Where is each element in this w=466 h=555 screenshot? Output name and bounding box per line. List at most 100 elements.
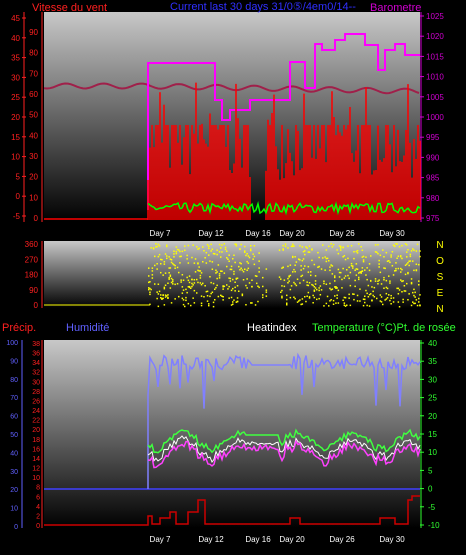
- dir-point: [379, 254, 382, 256]
- dir-point: [186, 258, 188, 260]
- dir-point: [294, 270, 296, 273]
- dir-point: [166, 245, 168, 248]
- gust-ytick: 70: [29, 69, 38, 78]
- dir-point: [289, 264, 292, 266]
- dir-point: [335, 287, 337, 289]
- dir-point: [361, 267, 364, 269]
- dir-point: [402, 301, 404, 303]
- baro-ytick: 1000: [426, 113, 444, 122]
- dir-point: [293, 281, 295, 284]
- dir-point: [307, 251, 310, 253]
- dir-point: [344, 305, 347, 307]
- temp-ytick: -5: [428, 503, 436, 512]
- dir-point: [406, 282, 408, 285]
- precip-ytick: 26: [32, 398, 40, 405]
- baro-ytick: 985: [426, 174, 440, 183]
- dir-point: [290, 285, 293, 287]
- dir-point: [385, 251, 388, 254]
- dir-point: [316, 288, 318, 291]
- dir-point: [380, 283, 383, 285]
- dir-point: [377, 283, 379, 285]
- dir-point: [364, 295, 366, 297]
- dir-point: [212, 252, 215, 255]
- wind-ytick: 35: [11, 54, 20, 63]
- day-label-top: Day 12: [198, 229, 224, 238]
- dir-point: [292, 243, 294, 246]
- dir-point: [148, 267, 150, 269]
- hum-ytick: 60: [10, 414, 18, 421]
- dir-point: [419, 304, 421, 307]
- day-label-bottom: Day 7: [150, 535, 171, 544]
- dir-point: [414, 291, 416, 294]
- dir-point: [227, 288, 229, 290]
- dir-point: [221, 270, 223, 272]
- dir-point: [217, 264, 220, 266]
- dir-point: [298, 258, 300, 260]
- dir-point: [340, 249, 342, 251]
- dir-point: [360, 271, 362, 273]
- dir-point: [395, 243, 397, 245]
- dir-point: [175, 252, 178, 255]
- dir-point: [282, 248, 284, 250]
- dir-point: [236, 277, 239, 279]
- dir-point: [176, 283, 179, 285]
- dir-point: [287, 247, 289, 249]
- dir-point: [193, 289, 196, 292]
- day-label-bottom: Day 16: [245, 535, 271, 544]
- dir-point: [353, 251, 355, 253]
- dir-point: [208, 254, 210, 256]
- dir-point: [418, 284, 420, 286]
- dir-point: [364, 301, 366, 304]
- dir-point: [200, 295, 203, 297]
- dir-point: [168, 256, 170, 258]
- dir-point: [152, 247, 155, 249]
- dir-point: [223, 285, 226, 288]
- dir-point: [148, 275, 150, 277]
- chart-title: Current last 30 days 31/0⑤/4em0/14--: [170, 1, 356, 13]
- dir-point: [184, 305, 186, 308]
- wind-ytick: 45: [11, 14, 20, 23]
- dir-point: [205, 251, 208, 254]
- dir-point: [325, 249, 328, 251]
- dir-point: [228, 254, 230, 256]
- dir-point: [293, 296, 295, 298]
- dir-point: [280, 278, 282, 280]
- dir-point: [390, 303, 392, 305]
- wind-ytick: 5: [16, 172, 21, 181]
- dir-point: [215, 272, 217, 274]
- dir-point: [181, 274, 184, 276]
- dir-point: [342, 246, 344, 249]
- dir-point: [240, 243, 242, 246]
- dir-point: [209, 295, 211, 298]
- dir-point: [197, 269, 199, 272]
- dir-point: [281, 297, 283, 299]
- dir-point: [406, 251, 408, 253]
- dir-point: [409, 255, 412, 258]
- dir-point: [302, 250, 305, 253]
- dir-point: [356, 268, 359, 270]
- dir-point: [166, 257, 168, 260]
- dir-point: [367, 284, 370, 287]
- dir-point: [180, 255, 182, 258]
- dir-point: [163, 286, 166, 289]
- dir-point: [340, 271, 342, 274]
- dir-point: [374, 278, 377, 280]
- dir-point: [416, 243, 419, 246]
- dir-point: [265, 295, 268, 297]
- dir-point: [265, 291, 268, 293]
- wind-ytick: 30: [11, 73, 20, 82]
- dir-point: [164, 253, 167, 255]
- dir-point: [352, 293, 354, 295]
- dir-point: [415, 299, 418, 301]
- dir-point: [317, 251, 319, 254]
- temp-ytick: 25: [428, 394, 437, 403]
- dir-point: [382, 303, 384, 306]
- dir-point: [188, 285, 191, 288]
- dir-point: [218, 277, 221, 279]
- dir-point: [246, 260, 248, 263]
- hum-ytick: 50: [10, 432, 18, 439]
- humidity-line: [147, 352, 421, 409]
- dir-point: [286, 294, 288, 297]
- dir-point: [414, 302, 416, 305]
- dir-point: [232, 287, 234, 290]
